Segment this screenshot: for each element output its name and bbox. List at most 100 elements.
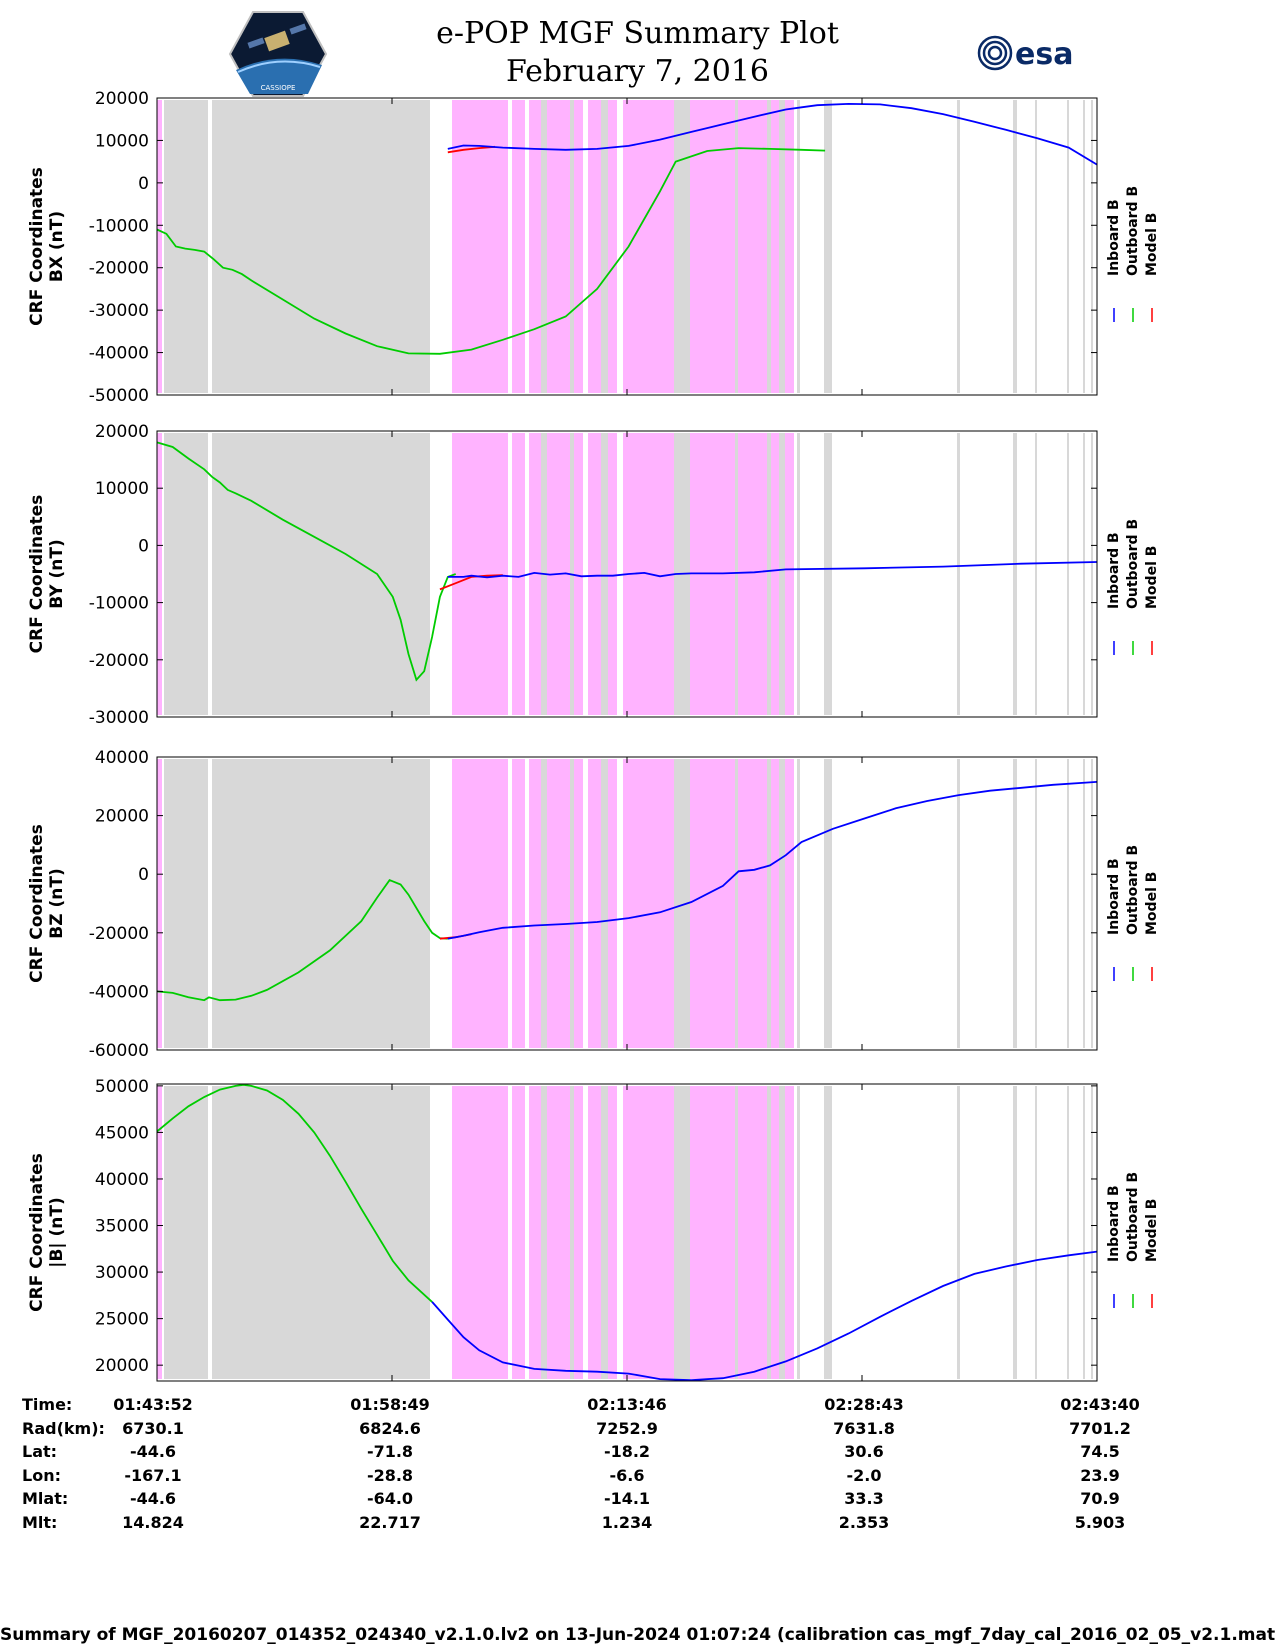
series-outboard-b [156,147,826,355]
table-cell: 74.5 [1080,1442,1120,1461]
gap-band [449,1086,452,1379]
cassiope-logo-text: CASSIOPE [261,84,296,92]
gap-band [803,100,823,393]
gray-band [1067,433,1069,715]
gap-band [208,100,212,393]
gray-stripe [957,100,960,393]
legend-label: Inboard B [1106,1185,1122,1262]
gray-stripe [570,759,574,1048]
gray-band [1067,1086,1069,1379]
gap-band [430,1086,432,1379]
y-tick-label: 10000 [95,131,149,151]
series-inboard-b [447,102,1098,166]
table-cell: 01:43:52 [113,1395,193,1414]
gray-band [1083,759,1085,1048]
gray-stripe [797,433,800,715]
panel-1: 20000 10000 0 -10000 -20000 -30000 -40000 -5000… [27,89,1160,406]
y-axis-unit-label: BY (nT) [47,539,67,609]
y-axis-label: CRF Coordinates [27,495,47,654]
table-cell: 02:43:40 [1060,1395,1140,1414]
gray-stripe [797,759,800,1048]
gray-stripe [957,433,960,715]
gap-band [508,1086,512,1379]
gap-band [832,759,957,1048]
gap-band [162,1086,164,1379]
y-tick-label: -60000 [89,1041,149,1061]
gap-band [803,1086,823,1379]
gap-band [430,433,432,715]
gap-band [1086,100,1090,393]
gray-band [1083,433,1085,715]
gray-band [1091,433,1093,715]
table-cell: -44.6 [129,1489,177,1508]
gray-stripe [767,1086,771,1379]
gray-stripe [1013,1086,1017,1379]
series-inboard-b [447,561,1098,579]
y-axis-label: CRF Coordinates [27,824,47,983]
gray-stripe [200,100,205,393]
y-tick-label: 0 [138,865,149,885]
series-outboard-b [156,1083,433,1303]
gap-band [1038,1086,1066,1379]
y-tick-label: -30000 [89,708,149,728]
gap-band [1017,433,1034,715]
gray-stripe [767,759,771,1048]
esa-swirl-icon [977,35,1013,71]
gap-band [449,433,452,715]
gap-band [617,1086,623,1379]
gap-band [1086,1086,1090,1379]
gap-band [583,1086,588,1379]
y-tick-label: 50000 [95,1077,149,1097]
y-tick-label: 20000 [95,422,149,442]
gap-band [617,433,623,715]
gray-band [1035,100,1037,393]
gap-band [803,759,823,1048]
gray-stripe [779,1086,785,1379]
table-cell: 7631.8 [833,1418,895,1438]
gap-band [960,1086,1013,1379]
gap-band [1038,759,1066,1048]
gray-stripe [200,433,205,715]
y-tick-label: 35000 [95,1217,149,1237]
gray-stripe [601,1086,608,1379]
table-cell: -71.8 [366,1442,414,1461]
gap-band [1086,759,1090,1048]
magenta-band [157,100,162,393]
gap-band [1070,100,1082,393]
cassiope-logo: CASSIOPE [228,11,328,97]
series-model-b [447,145,496,154]
gray-stripe [200,759,205,1048]
y-tick-label: 20000 [95,1356,149,1376]
gray-stripe [797,1086,800,1379]
table-cell: -44.6 [129,1442,177,1461]
gray-stripe [824,433,832,715]
y-tick-label: 20000 [95,89,149,109]
gray-stripe [674,1086,690,1379]
gray-stripe [541,759,547,1048]
y-tick-label: 30000 [95,1263,149,1283]
gray-band [1067,100,1069,393]
table-cell: 22.717 [359,1512,421,1532]
gray-stripe [1013,100,1017,393]
gray-stripe [957,759,960,1048]
legend-label: Outboard B [1125,1172,1141,1262]
table-cell: -14.1 [603,1489,651,1508]
series-model-b [439,574,503,591]
gray-band [1035,759,1037,1048]
gray-band [157,433,432,715]
gray-stripe [200,1086,205,1379]
y-axis-unit-label: BZ (nT) [47,868,67,938]
gap-band [1017,100,1034,393]
gray-band [157,1086,432,1379]
gap-band [960,433,1013,715]
gray-stripe [735,100,738,393]
y-axis-unit-label: |B| (nT) [47,1197,67,1268]
gray-band [1083,1086,1085,1379]
gray-stripe [779,759,785,1048]
table-cell: 6824.6 [359,1418,421,1438]
legend-label: Inboard B [1106,858,1122,935]
gap-band [960,100,1013,393]
legend-label: Inboard B [1106,532,1122,609]
table-cell: 70.9 [1080,1489,1120,1508]
